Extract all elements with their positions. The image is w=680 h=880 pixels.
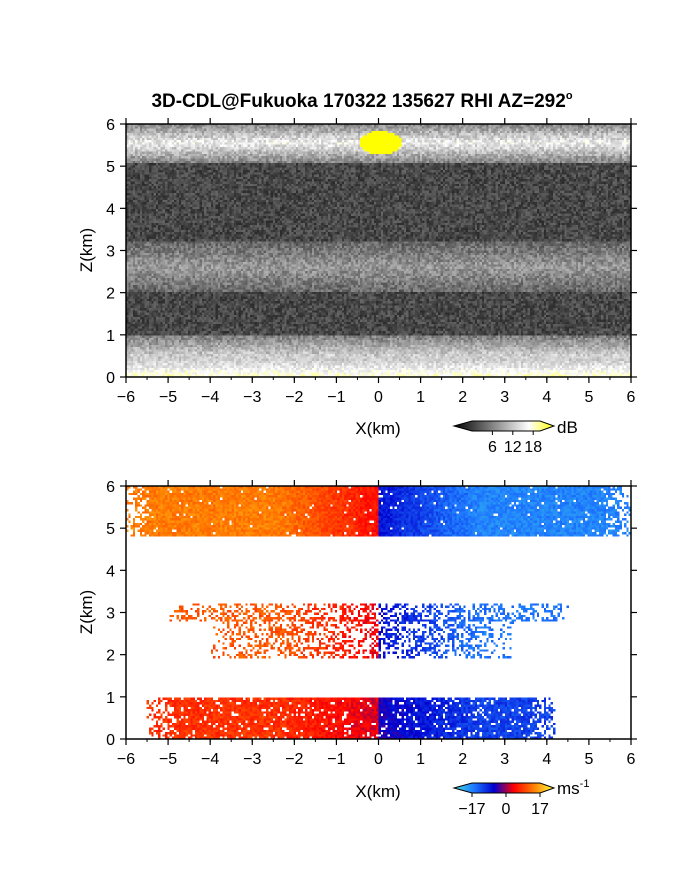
x-tick-label: −5 — [159, 389, 177, 406]
colorbar-tick-label: 12 — [504, 439, 522, 456]
x-tick-label: −1 — [327, 751, 345, 768]
y-tick-label: 4 — [106, 201, 115, 218]
intensity-colorbar-unit: dB — [557, 418, 578, 437]
x-tick-label: 6 — [627, 751, 636, 768]
y-tick-label: 0 — [106, 370, 115, 387]
intensity-ylabel: Z(km) — [77, 228, 96, 272]
x-tick-label: 4 — [542, 389, 551, 406]
velocity-ylabel: Z(km) — [77, 590, 96, 634]
colorbar-ramp — [452, 782, 556, 794]
y-tick-label: 3 — [106, 244, 115, 261]
x-tick-label: 5 — [584, 389, 593, 406]
colorbar-tick-label: −17 — [458, 801, 485, 818]
x-tick-label: −3 — [243, 389, 261, 406]
x-tick-label: −1 — [327, 389, 345, 406]
y-tick-label: 3 — [106, 606, 115, 623]
x-tick-label: 0 — [374, 389, 383, 406]
x-tick-label: 0 — [374, 751, 383, 768]
x-tick-label: −6 — [117, 389, 135, 406]
colorbar-tick-label: 18 — [524, 439, 542, 456]
velocity-colorbar-unit: ms-1 — [557, 778, 589, 798]
colorbar-ramp — [452, 420, 556, 432]
x-tick-label: 3 — [500, 751, 509, 768]
y-tick-label: 6 — [106, 117, 115, 134]
intensity-heatmap — [126, 124, 631, 377]
y-tick-label: 2 — [106, 286, 115, 303]
y-tick-label: 4 — [106, 563, 115, 580]
x-tick-label: 1 — [416, 751, 425, 768]
velocity-axes: −6 −5 −4 −3 −2 −1 0 1 2 3 4 5 6 0 1 2 3 4 5 6 — [106, 479, 637, 768]
x-tick-label: 2 — [458, 389, 467, 406]
colorbar-tick-label: 0 — [502, 801, 511, 818]
x-tick-label: 1 — [416, 389, 425, 406]
chart-title: 3D-CDL@Fukuoka 170322 135627 RHI AZ=292o — [151, 90, 572, 112]
x-tick-label: −3 — [243, 751, 261, 768]
y-tick-label: 1 — [106, 328, 115, 345]
x-tick-label: 6 — [627, 389, 636, 406]
x-tick-label: −6 — [117, 751, 135, 768]
x-tick-label: −5 — [159, 751, 177, 768]
y-tick-label: 5 — [106, 159, 115, 176]
intensity-colorbar: 6 12 18 — [452, 420, 556, 456]
y-tick-label: 1 — [106, 690, 115, 707]
x-tick-label: 3 — [500, 389, 509, 406]
x-tick-label: 2 — [458, 751, 467, 768]
y-tick-label: 2 — [106, 648, 115, 665]
velocity-xlabel: X(km) — [355, 782, 400, 801]
velocity-colorbar: −17 0 17 — [452, 782, 556, 818]
velocity-heatmap — [126, 486, 631, 739]
colorbar-tick-label: 17 — [531, 801, 549, 818]
x-tick-label: −4 — [201, 389, 219, 406]
y-tick-label: 6 — [106, 479, 115, 496]
colorbar-tick-label: 6 — [488, 439, 497, 456]
intensity-axes: −6 −5 −4 −3 −2 −1 0 1 2 3 4 5 6 0 1 2 3 4 5 6 — [106, 117, 637, 406]
velocity-panel: −6 −5 −4 −3 −2 −1 0 1 2 3 4 5 6 0 1 2 3 4 5 6 X(km) Z(km) −… — [77, 479, 637, 818]
x-tick-label: 5 — [584, 751, 593, 768]
x-tick-label: −2 — [285, 389, 303, 406]
y-tick-label: 0 — [106, 732, 115, 749]
y-tick-label: 5 — [106, 521, 115, 538]
x-tick-label: 4 — [542, 751, 551, 768]
intensity-xlabel: X(km) — [355, 419, 400, 438]
x-tick-label: −4 — [201, 751, 219, 768]
x-tick-label: −2 — [285, 751, 303, 768]
